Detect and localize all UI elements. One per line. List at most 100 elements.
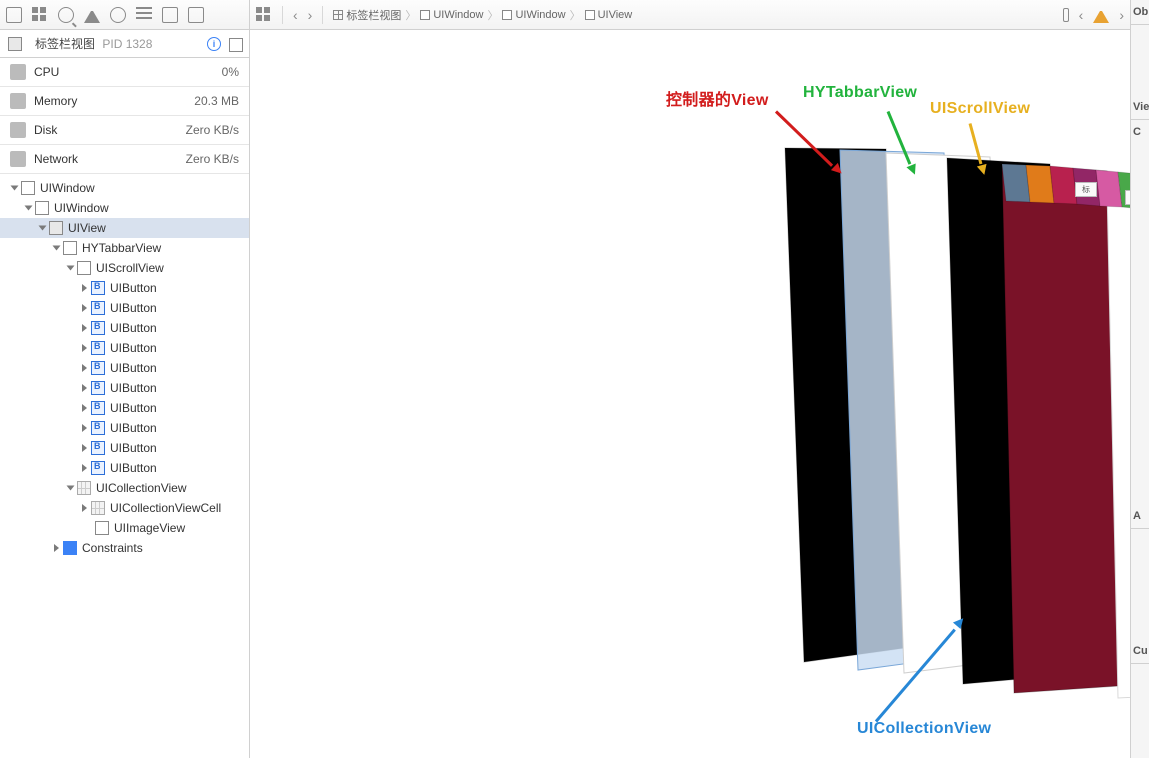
disclosure-icon[interactable]	[25, 206, 33, 211]
box-icon[interactable]	[6, 7, 22, 23]
inspector-tab-object[interactable]: Ob	[1131, 0, 1149, 25]
inspector-tab-a[interactable]: A	[1131, 504, 1149, 529]
tab-button[interactable]: 标	[1075, 182, 1097, 197]
metric-row[interactable]: NetworkZero KB/s	[0, 145, 249, 174]
metric-value: Zero KB/s	[186, 123, 239, 137]
disclosure-icon[interactable]	[82, 304, 87, 312]
node-label: UIButton	[110, 321, 157, 335]
node-label: UIWindow	[40, 181, 95, 195]
tree-row-UIButton[interactable]: UIButton	[0, 318, 249, 338]
disclosure-icon[interactable]	[82, 364, 87, 372]
annotation-label: UIScrollView	[930, 100, 1030, 118]
tree-row-UIButton[interactable]: UIButton	[0, 278, 249, 298]
disclosure-icon[interactable]	[82, 324, 87, 332]
inspector-tab-custom[interactable]: Cu	[1131, 639, 1149, 664]
view-canvas[interactable]: 标标家家另另1控制器的ViewHYTabbarViewUIScrollViewU…	[250, 30, 1130, 758]
tree-row-UIButton[interactable]: UIButton	[0, 298, 249, 318]
nav-left-icon[interactable]: ‹	[1079, 7, 1084, 23]
disclosure-icon[interactable]	[82, 444, 87, 452]
forward-button[interactable]: ›	[308, 7, 313, 23]
metric-value: 20.3 MB	[194, 94, 239, 108]
back-button[interactable]: ‹	[293, 7, 298, 23]
app-title: 标签栏视图 PID 1328	[35, 35, 199, 52]
tree-row-UIWindow[interactable]: UIWindow	[0, 178, 249, 198]
duplicate-icon[interactable]	[229, 38, 241, 50]
tree-row-HYTabbarView[interactable]: HYTabbarView	[0, 238, 249, 258]
metric-row[interactable]: DiskZero KB/s	[0, 116, 249, 145]
warnings-icon[interactable]	[84, 7, 100, 23]
node-icon	[91, 281, 105, 295]
tab-button[interactable]: 标	[1125, 190, 1130, 205]
node-label: UIButton	[110, 421, 157, 435]
tree-row-UIButton[interactable]: UIButton	[0, 358, 249, 378]
tree-row-UIButton[interactable]: UIButton	[0, 418, 249, 438]
app-icon	[8, 37, 22, 51]
debug-header: 标签栏视图 PID 1328	[0, 30, 249, 58]
tree-row-UIImageView[interactable]: UIImageView	[0, 518, 249, 538]
node-icon	[91, 381, 105, 395]
node-label: UIView	[68, 221, 106, 235]
crumb-label: 标签栏视图	[346, 7, 401, 23]
breadcrumb-item[interactable]: UIView	[585, 9, 633, 21]
layout-icon[interactable]	[256, 7, 272, 23]
node-label: UIButton	[110, 361, 157, 375]
tree-row-UICollectionViewCell[interactable]: UICollectionViewCell	[0, 498, 249, 518]
node-icon	[91, 421, 105, 435]
metric-icon	[10, 64, 26, 80]
tree-row-UIButton[interactable]: UIButton	[0, 458, 249, 478]
crumb-icon	[585, 10, 595, 20]
panel2-icon[interactable]	[188, 7, 204, 23]
search-icon[interactable]	[58, 7, 74, 23]
breadcrumb-item[interactable]: 标签栏视图	[333, 7, 401, 23]
disclosure-icon[interactable]	[82, 404, 87, 412]
disclosure-icon[interactable]	[53, 246, 61, 251]
tree-row-UIButton[interactable]: UIButton	[0, 378, 249, 398]
tree-row-UIWindow[interactable]: UIWindow	[0, 198, 249, 218]
info-icon[interactable]	[207, 37, 221, 51]
disclosure-icon[interactable]	[67, 266, 75, 271]
tree-row-UICollectionView[interactable]: UICollectionView	[0, 478, 249, 498]
disclosure-icon[interactable]	[82, 504, 87, 512]
breadcrumb-item[interactable]: UIWindow	[420, 9, 483, 21]
node-icon	[91, 461, 105, 475]
disclosure-icon[interactable]	[82, 344, 87, 352]
metric-icon	[10, 122, 26, 138]
breadcrumb-item[interactable]: UIWindow	[502, 9, 565, 21]
disclosure-icon[interactable]	[54, 544, 59, 552]
disclosure-icon[interactable]	[82, 384, 87, 392]
pid-label: PID 1328	[102, 37, 152, 51]
tree-row-UIView[interactable]: UIView	[0, 218, 249, 238]
tree-row-UIButton[interactable]: UIButton	[0, 438, 249, 458]
metric-label: Network	[34, 152, 186, 166]
node-label: UIButton	[110, 461, 157, 475]
node-label: HYTabbarView	[82, 241, 161, 255]
breakpoint-icon[interactable]	[110, 7, 126, 23]
grid-icon[interactable]	[32, 7, 48, 23]
metric-icon	[10, 93, 26, 109]
tree-row-UIScrollView[interactable]: UIScrollView	[0, 258, 249, 278]
disclosure-icon[interactable]	[82, 284, 87, 292]
inspector-tab-view[interactable]: Vie	[1131, 95, 1149, 120]
metric-row[interactable]: Memory20.3 MB	[0, 87, 249, 116]
node-icon	[91, 301, 105, 315]
inspector-tab-c[interactable]: C	[1131, 120, 1149, 144]
nav-right-icon[interactable]: ›	[1119, 7, 1124, 23]
disclosure-icon[interactable]	[82, 464, 87, 472]
crumb-label: UIView	[598, 9, 633, 21]
tree-row-Constraints[interactable]: Constraints	[0, 538, 249, 558]
node-icon	[91, 401, 105, 415]
warning-icon[interactable]	[1093, 7, 1109, 23]
tree-row-UIButton[interactable]: UIButton	[0, 338, 249, 358]
list-icon[interactable]	[136, 7, 152, 23]
disclosure-icon[interactable]	[11, 186, 19, 191]
disclosure-icon[interactable]	[82, 424, 87, 432]
panel-icon[interactable]	[162, 7, 178, 23]
tree-row-UIButton[interactable]: UIButton	[0, 398, 249, 418]
metric-value: 0%	[222, 65, 239, 79]
crumb-label: UIWindow	[515, 9, 565, 21]
metric-row[interactable]: CPU0%	[0, 58, 249, 87]
disclosure-icon[interactable]	[39, 226, 47, 231]
lock-icon[interactable]	[1063, 8, 1069, 22]
node-icon	[21, 181, 35, 195]
disclosure-icon[interactable]	[67, 486, 75, 491]
